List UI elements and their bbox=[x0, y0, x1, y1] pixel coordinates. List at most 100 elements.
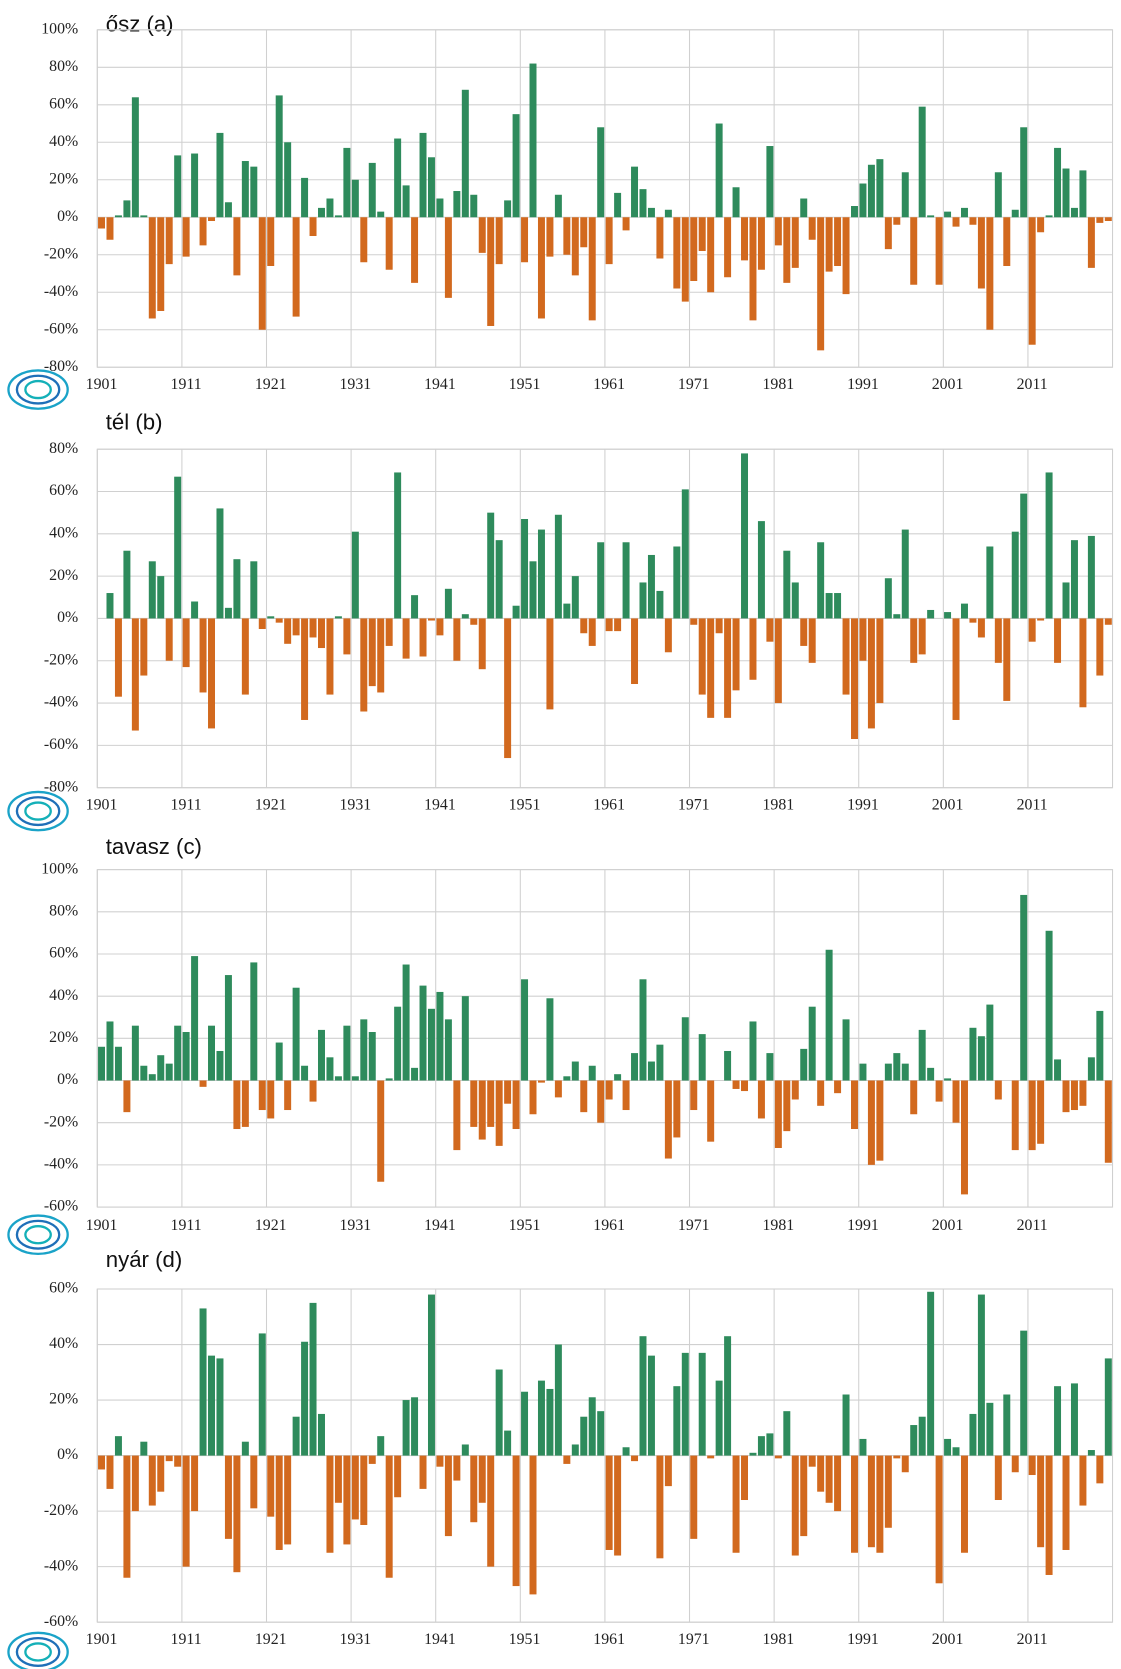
y-tick-label: -60% bbox=[44, 736, 78, 753]
bar bbox=[368, 1455, 376, 1464]
bar bbox=[977, 1294, 985, 1456]
bar bbox=[301, 1341, 309, 1456]
y-tick-label: 0% bbox=[57, 208, 78, 225]
bar bbox=[605, 1455, 613, 1550]
chart-title: tél (b) bbox=[106, 409, 163, 434]
bar bbox=[749, 1021, 757, 1081]
bar bbox=[808, 618, 816, 663]
y-tick-label: 20% bbox=[49, 1391, 78, 1408]
bar bbox=[1003, 217, 1011, 266]
bar bbox=[292, 987, 300, 1081]
bar bbox=[487, 512, 495, 619]
x-tick-label: 1991 bbox=[847, 1631, 879, 1648]
bar bbox=[960, 603, 968, 619]
bar bbox=[377, 1436, 385, 1456]
bar bbox=[791, 217, 799, 268]
bar bbox=[1062, 1080, 1070, 1113]
x-tick-label: 1941 bbox=[424, 1631, 456, 1648]
bar bbox=[664, 618, 672, 653]
bar bbox=[394, 138, 402, 218]
bar bbox=[411, 217, 419, 283]
y-tick-label: 40% bbox=[49, 133, 78, 150]
bar bbox=[918, 618, 926, 655]
bar bbox=[741, 1080, 749, 1092]
bar bbox=[1079, 170, 1087, 218]
bar bbox=[825, 949, 833, 1081]
bar bbox=[174, 476, 182, 619]
bar bbox=[241, 1441, 249, 1456]
bar bbox=[901, 1455, 909, 1473]
bar bbox=[114, 215, 122, 218]
bar bbox=[977, 217, 985, 289]
bar bbox=[208, 217, 215, 222]
bar bbox=[529, 1455, 537, 1595]
bar bbox=[554, 1344, 562, 1456]
bar bbox=[385, 1455, 393, 1578]
bar bbox=[631, 166, 639, 218]
bar bbox=[681, 489, 689, 619]
bar bbox=[241, 161, 249, 218]
bar bbox=[436, 1455, 444, 1467]
bar bbox=[741, 1455, 749, 1501]
bar bbox=[800, 618, 808, 646]
bar bbox=[1011, 1455, 1019, 1473]
bar bbox=[791, 1455, 799, 1556]
bar bbox=[614, 1074, 622, 1081]
x-tick-label: 1971 bbox=[678, 376, 710, 393]
bar bbox=[157, 1055, 165, 1081]
bar bbox=[106, 1455, 114, 1489]
bar bbox=[622, 1447, 630, 1456]
bar bbox=[140, 1065, 148, 1081]
y-tick-label: -80% bbox=[44, 778, 78, 795]
bar bbox=[935, 217, 943, 285]
bar bbox=[817, 542, 825, 619]
bar bbox=[986, 1402, 994, 1456]
bar bbox=[537, 1080, 545, 1083]
chart-title: nyár (d) bbox=[106, 1247, 182, 1272]
bar bbox=[1037, 1455, 1045, 1548]
bar bbox=[123, 200, 131, 218]
bar bbox=[715, 123, 723, 218]
x-tick-label: 1981 bbox=[763, 1631, 795, 1648]
bar bbox=[427, 618, 435, 621]
bar bbox=[487, 1455, 495, 1567]
y-tick-label: -20% bbox=[44, 651, 78, 668]
bar bbox=[1062, 582, 1070, 619]
bar bbox=[698, 1034, 706, 1081]
bar bbox=[656, 217, 664, 259]
bar bbox=[267, 217, 275, 266]
bar bbox=[732, 187, 740, 218]
bar bbox=[537, 529, 545, 619]
bar bbox=[977, 1036, 985, 1081]
bar bbox=[715, 1380, 723, 1456]
bar bbox=[732, 1455, 740, 1553]
bar bbox=[250, 166, 258, 218]
bar bbox=[893, 217, 901, 225]
x-tick-label: 1991 bbox=[847, 796, 879, 813]
y-tick-label: 80% bbox=[49, 58, 78, 75]
bar bbox=[123, 1080, 131, 1113]
bar bbox=[851, 206, 858, 218]
bar bbox=[504, 1430, 512, 1456]
bar bbox=[698, 217, 706, 252]
bar bbox=[334, 1455, 342, 1503]
bar bbox=[309, 1080, 317, 1102]
bar bbox=[935, 1455, 943, 1584]
bar bbox=[318, 1029, 325, 1081]
bar bbox=[825, 593, 833, 619]
bar bbox=[944, 1078, 952, 1081]
bar bbox=[334, 1076, 342, 1081]
bar bbox=[267, 1455, 275, 1517]
bar bbox=[148, 1455, 156, 1506]
x-tick-label: 1931 bbox=[339, 1217, 371, 1234]
bar bbox=[453, 1080, 461, 1151]
bar bbox=[952, 1080, 960, 1123]
bar bbox=[774, 1080, 782, 1148]
x-tick-label: 1921 bbox=[255, 1631, 287, 1648]
bar bbox=[690, 618, 698, 625]
bar bbox=[174, 1025, 182, 1081]
bar bbox=[1045, 472, 1053, 619]
bar bbox=[851, 1455, 858, 1553]
x-tick-label: 1931 bbox=[339, 796, 371, 813]
y-tick-label: -40% bbox=[44, 694, 78, 711]
